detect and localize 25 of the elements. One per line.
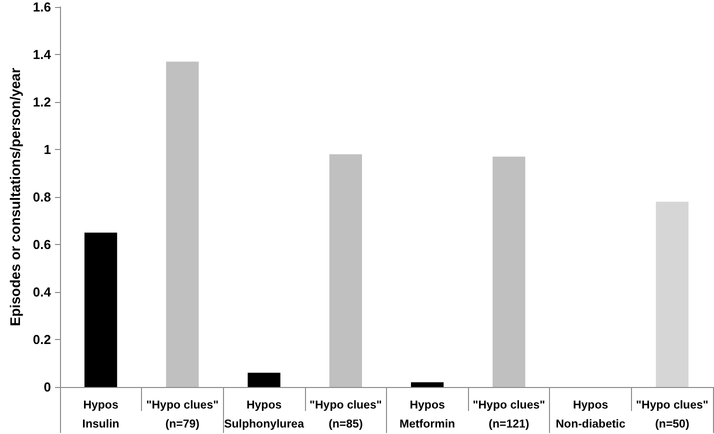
x-tick-label: "Hypo clues" (n=79) xyxy=(146,400,219,430)
x-tick-label: Hypos Non-diabetic xyxy=(556,400,626,430)
y-tick-label: 0.2 xyxy=(32,332,51,347)
y-tick-label: 1.4 xyxy=(32,47,52,62)
bar xyxy=(248,372,280,387)
y-tick-label: 0.8 xyxy=(32,190,51,204)
y-tick-label: 1.2 xyxy=(32,94,51,110)
y-tick-label: 1 xyxy=(44,142,51,157)
y-tick-label: 1.6 xyxy=(32,0,51,14)
x-tick-label: Hypos Metformin xyxy=(400,400,456,430)
x-tick-label: Hypos Insulin xyxy=(82,400,120,430)
bar xyxy=(84,232,118,387)
x-tick-label: Hypos Sulphonylurea xyxy=(224,400,305,430)
y-tick-label: 0.4 xyxy=(32,284,52,300)
y-tick-label: 0.6 xyxy=(32,237,51,252)
bar xyxy=(492,156,526,387)
bar xyxy=(410,382,444,387)
bar xyxy=(656,202,689,387)
y-axis-title: Episodes or consultations/person/year xyxy=(7,67,23,326)
y-tick-label: 0 xyxy=(44,380,51,394)
x-tick-label: "Hypo clues" (n=121) xyxy=(472,400,546,430)
x-tick-label: "Hypo clues" (n=85) xyxy=(310,400,382,430)
x-tick-label: "Hypo clues" (n=50) xyxy=(636,400,708,430)
bar xyxy=(166,62,199,387)
bar xyxy=(329,154,362,387)
